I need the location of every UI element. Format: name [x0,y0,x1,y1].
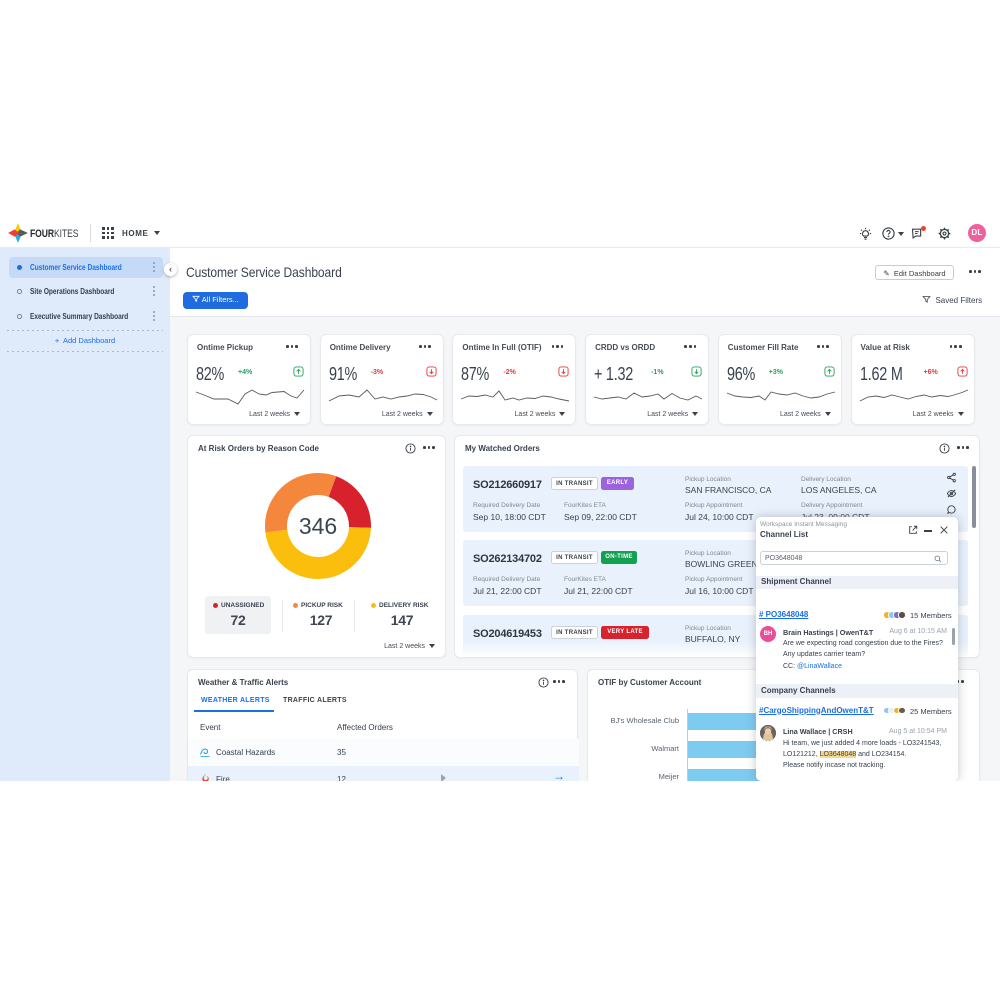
svg-text:346: 346 [298,513,336,539]
